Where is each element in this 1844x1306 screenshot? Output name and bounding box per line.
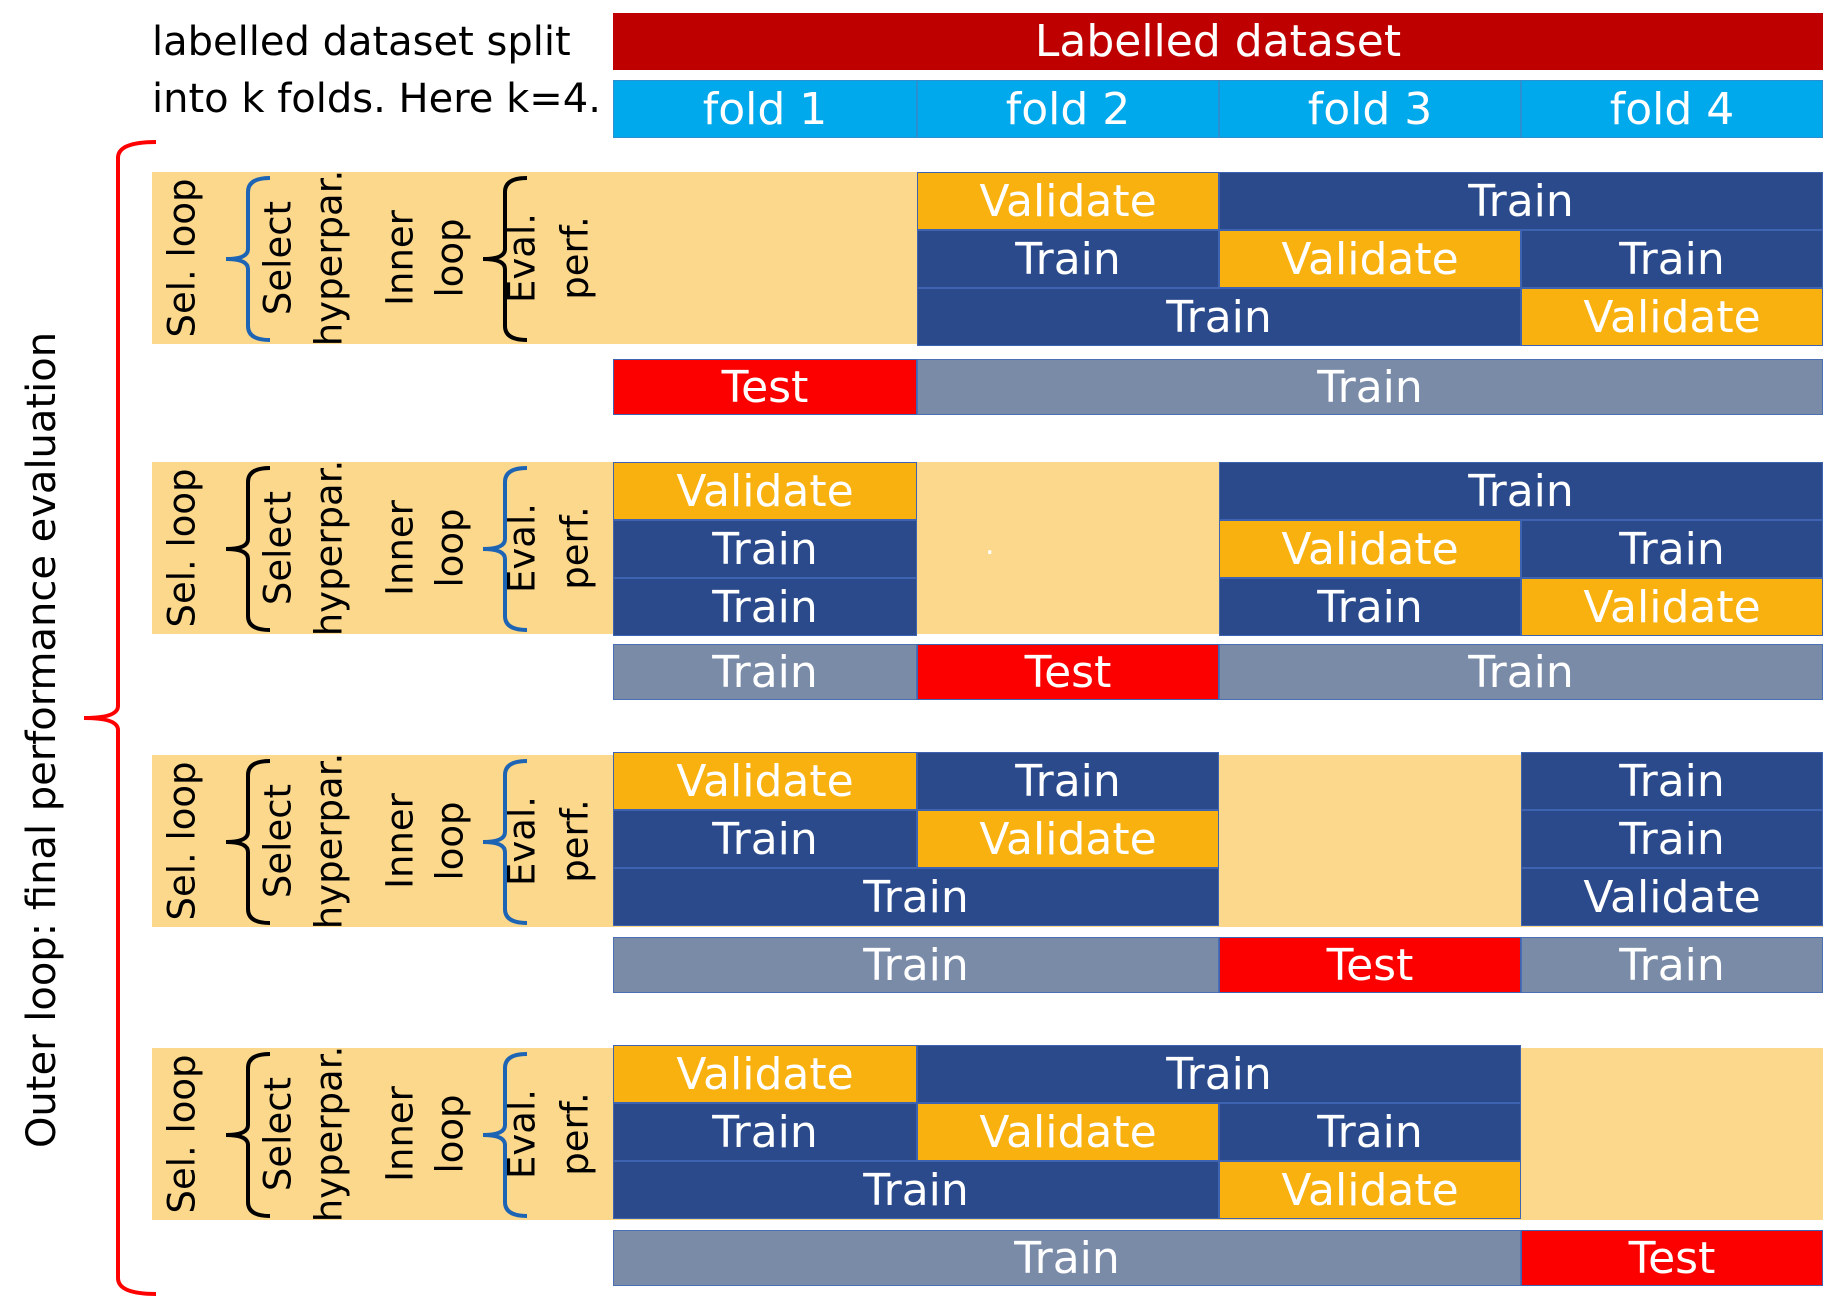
fold-4: fold 4 <box>1521 80 1823 138</box>
outer-fold-segment: Test <box>1521 1230 1823 1286</box>
inner-fold-segment: Validate <box>917 810 1219 868</box>
stray-mark: . <box>985 527 995 562</box>
inner-fold-segment: Train <box>613 520 917 578</box>
brace <box>482 1052 528 1218</box>
fold-1: fold 1 <box>613 80 917 138</box>
inner-fold-segment: Train <box>1521 752 1823 810</box>
outer-fold-segment: Train <box>1521 937 1823 993</box>
inner-fold-segment: Train <box>613 578 917 636</box>
inner-fold-segment: Validate <box>1521 578 1823 636</box>
outer-fold-segment: Test <box>917 644 1219 700</box>
labelled-dataset-bar: Labelled dataset <box>613 13 1823 70</box>
brace <box>482 759 528 925</box>
inner-fold-segment: Train <box>613 1161 1219 1219</box>
inner-fold-segment: Train <box>1219 172 1823 230</box>
inner-fold-segment: Validate <box>613 1045 917 1103</box>
inner-fold-segment: Train <box>1219 462 1823 520</box>
inner-fold-segment: Train <box>917 288 1521 346</box>
inner-fold-segment: Validate <box>917 1103 1219 1161</box>
inner-fold-segment: Train <box>613 810 917 868</box>
inner-fold-segment: Validate <box>1219 520 1521 578</box>
brace <box>225 759 271 925</box>
inner-fold-segment: Validate <box>1521 288 1823 346</box>
inner-fold-segment: Validate <box>613 462 917 520</box>
inner-fold-segment: Train <box>917 230 1219 288</box>
inner-fold-segment: Train <box>613 868 1219 926</box>
caption: labelled dataset split into k folds. Her… <box>152 14 601 128</box>
inner-fold-segment: Validate <box>1219 230 1521 288</box>
outer-fold-segment: Train <box>613 644 917 700</box>
outer-fold-segment: Train <box>917 359 1823 415</box>
brace <box>482 466 528 632</box>
inner-fold-segment: Train <box>1521 230 1823 288</box>
inner-fold-segment: Train <box>1219 578 1521 636</box>
outer-fold-segment: Test <box>613 359 917 415</box>
inner-fold-segment: Validate <box>613 752 917 810</box>
inner-fold-segment: Train <box>917 1045 1521 1103</box>
caption-line-1: labelled dataset split <box>152 19 571 65</box>
inner-fold-segment: Validate <box>917 172 1219 230</box>
inner-fold-segment: Train <box>1521 810 1823 868</box>
brace <box>225 1052 271 1218</box>
outer-fold-segment: Train <box>1219 644 1823 700</box>
inner-fold-segment: Train <box>1219 1103 1521 1161</box>
outer-fold-segment: Train <box>613 1230 1521 1286</box>
fold-3: fold 3 <box>1219 80 1521 138</box>
brace <box>225 466 271 632</box>
inner-fold-segment: Train <box>1521 520 1823 578</box>
brace <box>482 176 528 342</box>
outer-loop-brace <box>83 140 157 1296</box>
inner-fold-segment: Train <box>917 752 1219 810</box>
outer-fold-segment: Test <box>1219 937 1521 993</box>
inner-fold-segment: Validate <box>1219 1161 1521 1219</box>
brace <box>225 176 271 342</box>
outer-fold-segment: Train <box>613 937 1219 993</box>
inner-fold-segment: Validate <box>1521 868 1823 926</box>
caption-line-2: into k folds. Here k=4. <box>152 76 601 122</box>
inner-fold-segment: Train <box>613 1103 917 1161</box>
fold-2: fold 2 <box>917 80 1219 138</box>
